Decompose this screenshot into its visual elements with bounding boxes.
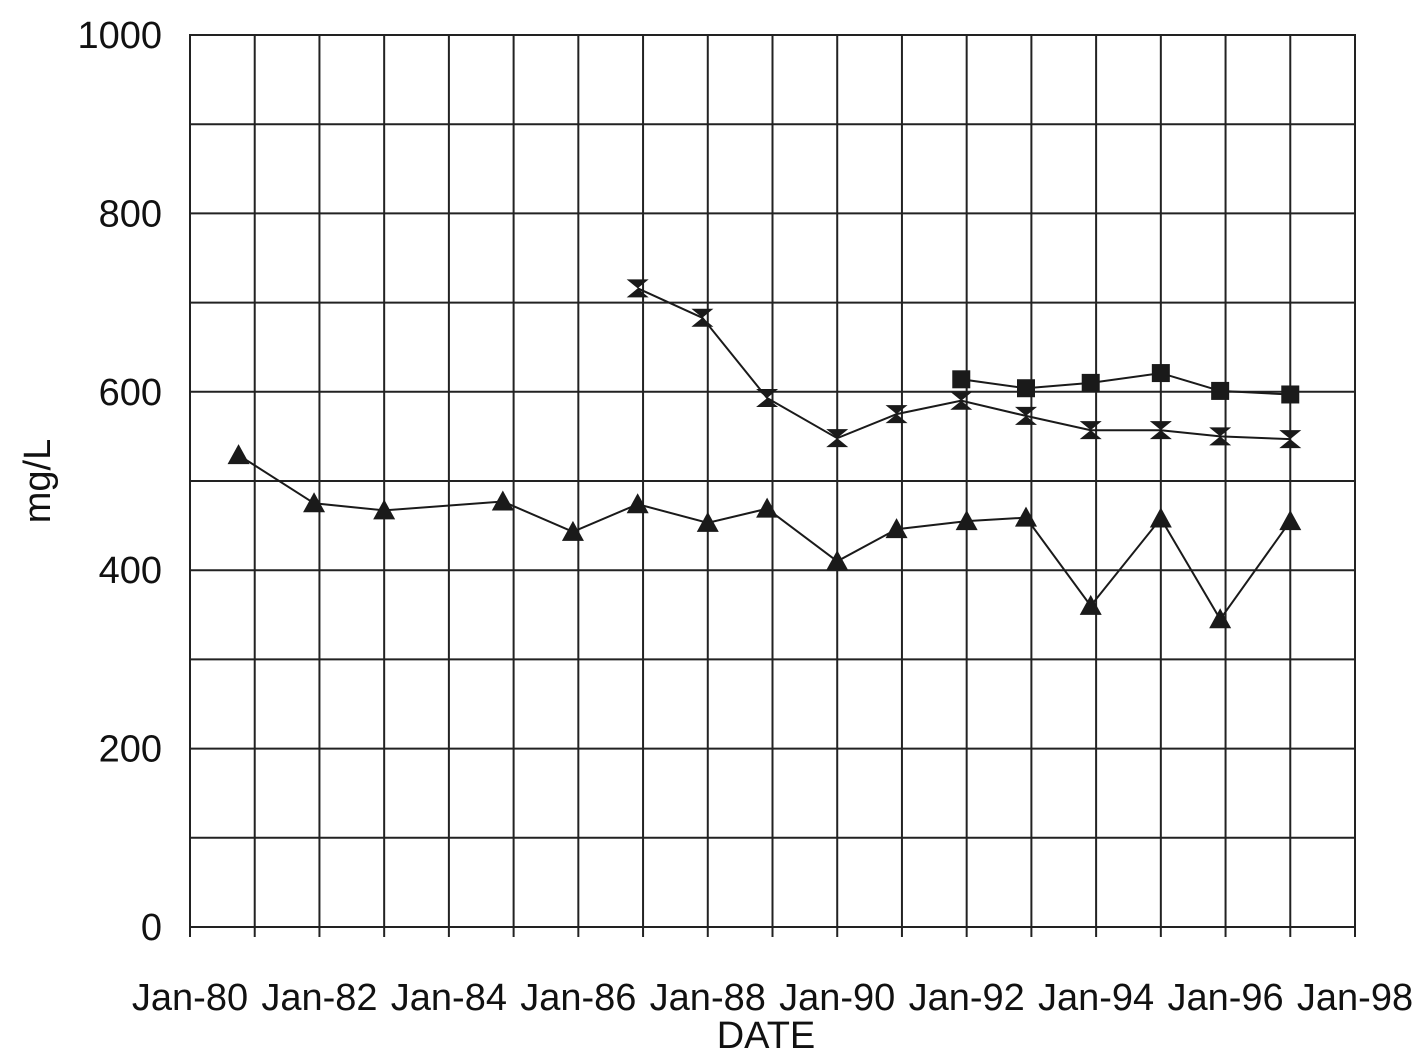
- x-tick-label: Jan-82: [261, 977, 377, 1019]
- x-tick-label: Jan-80: [132, 977, 248, 1019]
- data-point-triangle: [756, 497, 779, 518]
- y-tick-label: 600: [99, 372, 162, 414]
- y-tick-label: 200: [99, 729, 162, 771]
- x-tick-label: Jan-98: [1297, 977, 1413, 1019]
- x-tick-label: Jan-88: [650, 977, 766, 1019]
- data-point-hourglass: [1014, 406, 1037, 425]
- data-point-hourglass: [1149, 421, 1172, 440]
- y-axis-title: mg/L: [17, 439, 59, 523]
- data-point-triangle: [955, 510, 978, 531]
- x-tick-label: Jan-90: [779, 977, 895, 1019]
- plot-frame: [189, 34, 1356, 928]
- data-point-square: [1081, 373, 1100, 392]
- series-line: [961, 372, 1291, 396]
- data-point-hourglass: [756, 389, 779, 408]
- data-point-square: [952, 370, 971, 389]
- data-point-hourglass: [950, 391, 973, 410]
- data-point-hourglass: [1279, 430, 1302, 449]
- data-point-hourglass: [626, 279, 649, 298]
- data-point-triangle: [1209, 608, 1232, 629]
- series-line: [237, 454, 1292, 622]
- data-point-hourglass: [1209, 427, 1232, 446]
- series-square: [952, 364, 1300, 404]
- data-point-square: [1016, 379, 1035, 398]
- data-point-triangle: [696, 511, 719, 532]
- data-point-square: [1281, 385, 1300, 404]
- x-tick-label: Jan-96: [1167, 977, 1283, 1019]
- y-tick-labels: 0 200 400 600 800 1000: [77, 15, 162, 949]
- y-tick-label: 1000: [77, 15, 162, 57]
- y-tick-label: 0: [141, 907, 162, 949]
- x-tick-label: Jan-86: [520, 977, 636, 1019]
- data-point-triangle: [303, 492, 326, 513]
- data-point-triangle: [885, 518, 908, 539]
- data-point-triangle: [561, 520, 584, 541]
- data-point-triangle: [1149, 507, 1172, 528]
- y-tick-label: 400: [99, 550, 162, 592]
- data-point-triangle: [626, 493, 649, 514]
- data-point-triangle: [491, 490, 514, 511]
- data-point-hourglass: [1079, 421, 1102, 440]
- x-tick-label: Jan-92: [909, 977, 1025, 1019]
- data-point-triangle: [826, 550, 849, 571]
- data-point-triangle: [1079, 594, 1102, 615]
- data-point-triangle: [227, 444, 250, 465]
- series-layer: [227, 279, 1302, 629]
- data-point-hourglass: [691, 308, 714, 327]
- data-point-triangle: [1279, 510, 1302, 531]
- x-tick-label: Jan-94: [1038, 977, 1154, 1019]
- data-point-hourglass: [826, 429, 849, 448]
- data-point-triangle: [373, 499, 396, 520]
- data-point-triangle: [1014, 506, 1037, 527]
- series-hourglass: [626, 279, 1302, 449]
- x-tick-label: Jan-84: [391, 977, 507, 1019]
- data-point-hourglass: [885, 405, 908, 424]
- data-point-square: [1151, 364, 1170, 383]
- data-point-square: [1211, 381, 1230, 400]
- series-line: [637, 287, 1291, 441]
- x-axis-title: DATE: [717, 1015, 816, 1054]
- series-triangle: [227, 444, 1302, 629]
- y-tick-label: 800: [99, 193, 162, 235]
- x-tick-labels: Jan-80 Jan-82 Jan-84 Jan-86 Jan-88 Jan-90 Jan-…: [132, 977, 1413, 1019]
